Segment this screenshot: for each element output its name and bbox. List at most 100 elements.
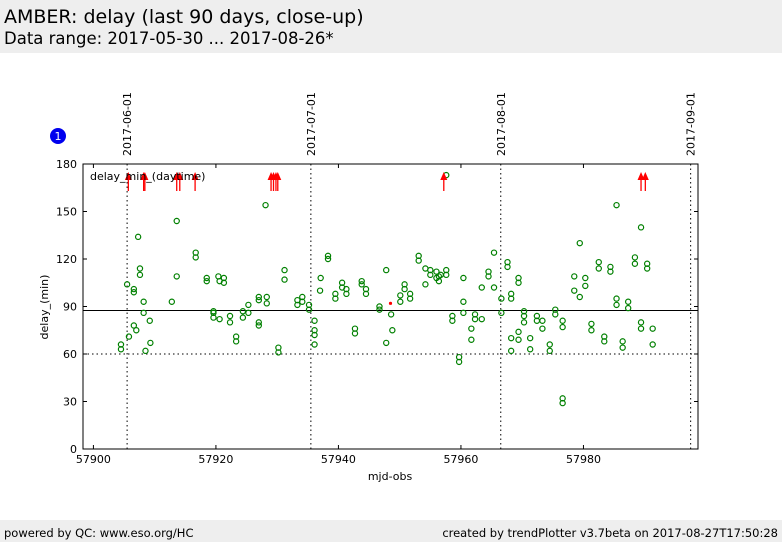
month-label: 2017-09-01 (685, 92, 698, 156)
x-tick-label: 57920 (198, 453, 233, 466)
data-point (588, 320, 595, 328)
outlier-arrowhead (176, 172, 184, 180)
x-axis-label: mjd-obs (368, 470, 413, 483)
data-point (478, 315, 485, 323)
data-point (311, 331, 318, 339)
data-point (515, 336, 522, 343)
data-point (613, 295, 620, 302)
data-point (316, 287, 324, 294)
data-point (427, 271, 434, 279)
outlier-arrowhead (191, 172, 199, 180)
data-point (245, 309, 252, 317)
data-point (478, 284, 485, 291)
page-title: AMBER: delay (last 90 days, close-up) (4, 6, 364, 28)
data-point (613, 301, 620, 309)
data-point (515, 279, 522, 286)
data-point (239, 314, 247, 321)
data-point (203, 274, 210, 282)
data-point (637, 325, 645, 332)
data-point (130, 322, 138, 329)
data-point (526, 346, 534, 353)
data-point (142, 347, 149, 355)
data-point (595, 265, 602, 272)
data-point (220, 279, 228, 286)
data-point (443, 271, 450, 279)
data-point (226, 312, 234, 320)
data-point (146, 317, 153, 324)
data-point (649, 325, 656, 332)
data-point (607, 268, 614, 275)
data-point (498, 295, 505, 302)
x-tick-label: 57960 (443, 453, 478, 466)
data-point (485, 273, 492, 280)
data-point (520, 312, 528, 320)
data-point (468, 336, 475, 343)
data-point (324, 255, 332, 263)
header: AMBER: delay (last 90 days, close-up) Da… (0, 0, 782, 53)
footer-credit: powered by QC: www.eso.org/HC (4, 526, 194, 540)
data-point (324, 252, 332, 260)
data-point (173, 273, 180, 280)
data-point (232, 338, 240, 345)
data-point (546, 341, 553, 348)
reference-lines (83, 309, 698, 355)
data-point (571, 273, 578, 280)
data-point (305, 306, 313, 313)
data-point (631, 260, 639, 267)
plot-border (82, 163, 699, 450)
data-point (281, 266, 288, 274)
data-point (203, 277, 210, 285)
x-tick-label: 57940 (321, 453, 356, 466)
data-point (624, 304, 632, 312)
badge-label[interactable]: 1 (55, 130, 62, 143)
data-point (311, 341, 318, 348)
data-point (263, 300, 270, 307)
data-point (468, 325, 475, 332)
data-point (588, 327, 595, 334)
data-point (263, 293, 270, 301)
y-tick-label: 60 (63, 348, 77, 361)
x-tick-label: 57900 (76, 453, 111, 466)
data-point (299, 298, 306, 305)
data-point (401, 285, 408, 293)
axis-ticks: 57900 57920 57940 57960 57980 0 30 60 90 120 150 18… (56, 158, 698, 466)
data-point (397, 292, 404, 299)
data-point (133, 327, 140, 334)
data-point (406, 295, 414, 302)
y-axis-label: delay_(min) (38, 275, 51, 340)
data-point (134, 233, 142, 241)
data-point (507, 295, 515, 302)
data-point (460, 309, 467, 317)
data-point (507, 334, 515, 342)
outlier-point (388, 301, 393, 305)
page-badge[interactable]: 1 (50, 128, 66, 144)
legend-label: delay_min_(daytime) (90, 170, 205, 183)
data-point (490, 284, 498, 291)
data-point (210, 314, 217, 321)
data-point (168, 298, 176, 305)
data-point (376, 303, 383, 310)
data-point (317, 274, 324, 282)
data-point (358, 281, 365, 288)
badge-circle[interactable] (50, 128, 66, 144)
page-subtitle: Data range: 2017-05-30 ... 2017-08-26* (4, 29, 334, 48)
data-point (140, 309, 147, 317)
data-point (255, 293, 263, 301)
data-point (383, 339, 390, 347)
data-point (415, 257, 422, 264)
outlier-arrowhead (124, 172, 132, 180)
data-point (255, 322, 263, 329)
y-tick-label: 180 (56, 158, 77, 171)
data-point (582, 274, 589, 282)
data-point (571, 287, 578, 294)
y-tick-label: 120 (56, 253, 77, 266)
data-point (358, 277, 365, 285)
data-point (343, 290, 350, 298)
data-point (576, 293, 583, 301)
data-point (117, 341, 125, 348)
data-point (526, 334, 534, 342)
data-point (130, 289, 138, 296)
outlier-arrowhead (274, 172, 282, 180)
data-point (595, 258, 602, 266)
data-point (643, 265, 651, 272)
